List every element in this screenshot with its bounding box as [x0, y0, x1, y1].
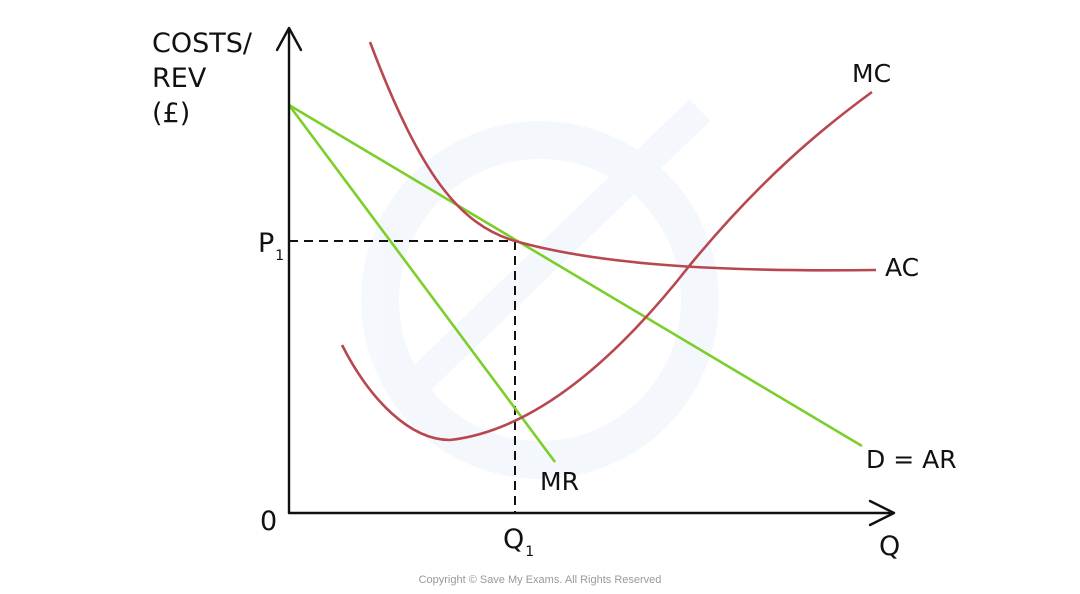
y-axis-arrow — [275, 26, 303, 52]
mr-curve — [287, 104, 557, 463]
x-axis-label: Q — [879, 531, 900, 562]
mc-label: MC — [852, 59, 891, 88]
y-axis-label-line3: (£) — [152, 98, 190, 129]
demand-ar-label: D = AR — [866, 445, 957, 474]
price-p1-subscript: 1 — [275, 248, 284, 264]
demand-ar-curve — [288, 103, 863, 448]
x-axis-arrow — [868, 499, 896, 527]
origin-label: 0 — [260, 506, 277, 537]
price-p1-label: P1 — [258, 228, 284, 264]
watermark-logo — [361, 99, 719, 479]
quantity-q1-main: Q — [503, 524, 524, 555]
ac-curve — [368, 41, 877, 272]
y-axis-label-line1: COSTS/ — [152, 28, 253, 59]
axes — [275, 26, 896, 527]
mc-curve — [340, 90, 873, 442]
ac-label: AC — [885, 253, 919, 282]
quantity-q1-subscript: 1 — [525, 544, 534, 560]
y-axis-label-line2: REV — [152, 63, 207, 94]
copyright-notice: Copyright © Save My Exams. All Rights Re… — [419, 574, 662, 586]
mr-label: MR — [540, 467, 579, 496]
price-p1-main: P — [258, 228, 274, 259]
quantity-q1-label: Q1 — [503, 524, 534, 560]
